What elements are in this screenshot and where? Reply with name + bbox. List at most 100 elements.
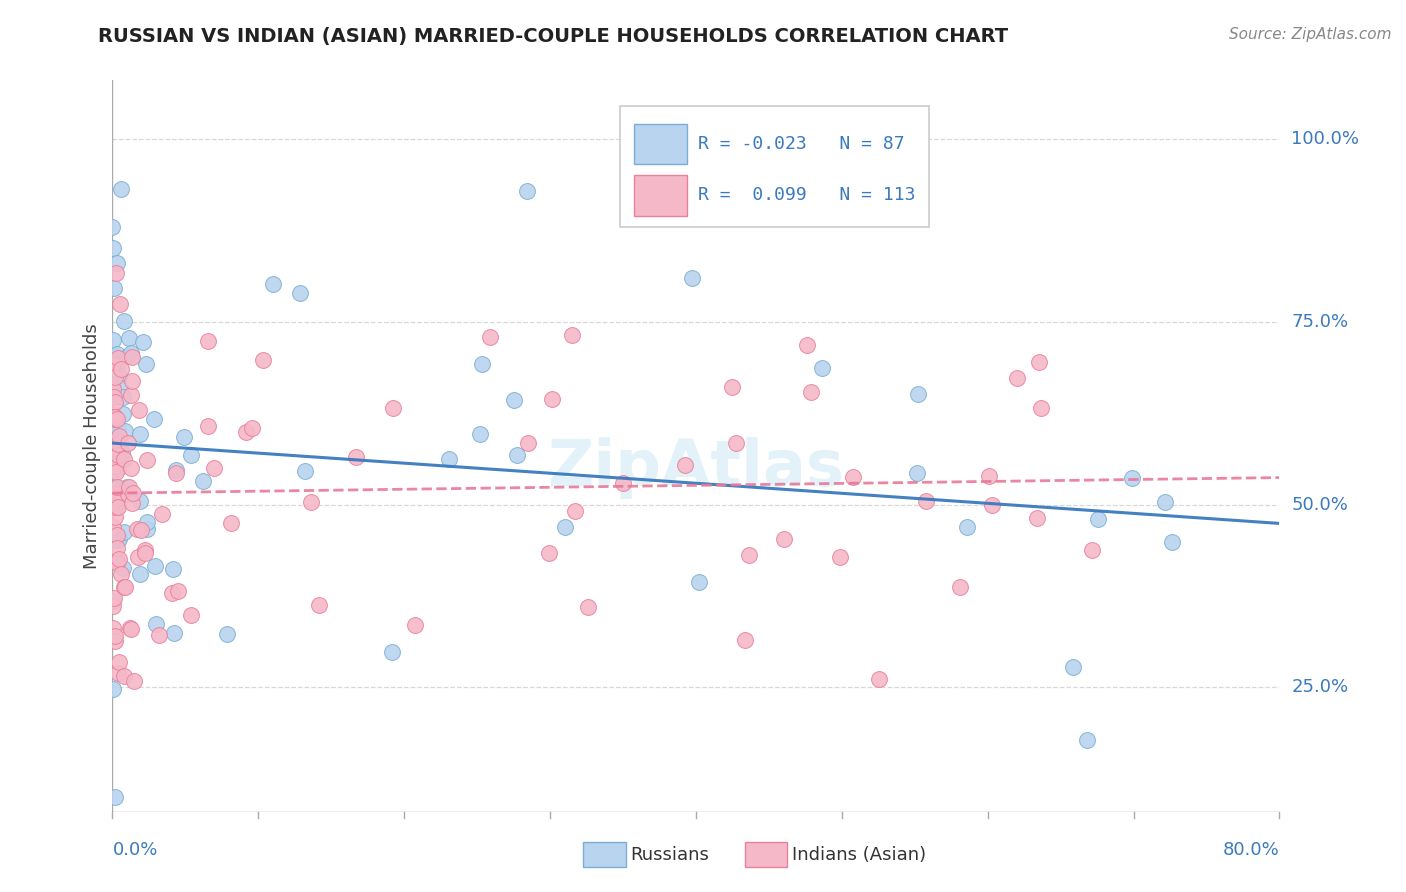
Point xyxy=(101,499,124,513)
Point xyxy=(104,500,127,514)
Point xyxy=(612,475,634,490)
Point xyxy=(131,524,153,538)
FancyBboxPatch shape xyxy=(620,106,929,227)
Point xyxy=(105,491,128,506)
Point xyxy=(101,410,124,425)
Point xyxy=(101,334,124,348)
Point xyxy=(105,255,128,269)
Point xyxy=(576,599,599,614)
Text: ZipAtlas: ZipAtlas xyxy=(547,437,845,499)
Point xyxy=(105,533,128,548)
Point xyxy=(118,331,141,345)
Point xyxy=(165,466,187,480)
Point xyxy=(105,347,128,361)
Point xyxy=(101,465,124,479)
Point xyxy=(502,393,524,408)
Point xyxy=(1076,733,1098,747)
Point xyxy=(101,446,124,460)
Point xyxy=(120,346,142,360)
Point xyxy=(114,424,136,438)
Point xyxy=(105,554,128,568)
Point xyxy=(101,621,124,635)
Point xyxy=(977,468,1000,483)
Point xyxy=(107,500,129,515)
Point xyxy=(506,448,529,462)
Point xyxy=(101,357,124,371)
Point xyxy=(104,370,127,384)
Point xyxy=(107,461,129,475)
Point xyxy=(107,351,129,366)
Point xyxy=(112,451,135,466)
Point xyxy=(240,420,263,434)
Point xyxy=(165,463,187,477)
Point xyxy=(112,407,135,421)
Text: RUSSIAN VS INDIAN (ASIAN) MARRIED-COUPLE HOUSEHOLDS CORRELATION CHART: RUSSIAN VS INDIAN (ASIAN) MARRIED-COUPLE… xyxy=(98,27,1008,45)
Point xyxy=(111,390,134,404)
Point xyxy=(564,504,586,518)
Point xyxy=(121,496,143,510)
Point xyxy=(111,482,134,496)
Point xyxy=(105,411,128,425)
Point xyxy=(103,458,125,472)
Point xyxy=(252,353,274,368)
Point xyxy=(104,482,127,496)
Point xyxy=(193,474,215,488)
Point xyxy=(1161,535,1184,549)
Text: 25.0%: 25.0% xyxy=(1291,679,1348,697)
Point xyxy=(107,666,129,681)
Text: 50.0%: 50.0% xyxy=(1291,496,1348,514)
Point xyxy=(101,219,124,234)
Point xyxy=(516,436,538,450)
Point xyxy=(868,673,890,687)
Point xyxy=(180,608,202,623)
Point xyxy=(108,532,131,546)
Point xyxy=(478,330,501,344)
Point xyxy=(105,266,128,280)
Point xyxy=(688,575,710,590)
Point xyxy=(104,409,127,424)
Point xyxy=(724,436,747,450)
Point xyxy=(738,548,761,562)
Point xyxy=(111,446,134,460)
Point xyxy=(112,560,135,574)
Point xyxy=(104,554,127,568)
Point xyxy=(1062,659,1084,673)
Point xyxy=(162,561,184,575)
Point xyxy=(800,385,823,400)
Point xyxy=(288,286,311,301)
Point xyxy=(128,402,150,417)
Point xyxy=(112,525,135,540)
Text: Source: ZipAtlas.com: Source: ZipAtlas.com xyxy=(1229,27,1392,42)
Point xyxy=(104,458,127,473)
Point xyxy=(104,509,127,524)
Point xyxy=(101,357,124,371)
Point xyxy=(437,452,460,467)
Text: R =  0.099   N = 113: R = 0.099 N = 113 xyxy=(699,186,915,204)
Point xyxy=(308,598,330,612)
Text: 75.0%: 75.0% xyxy=(1291,313,1348,331)
Point xyxy=(114,580,136,594)
Point xyxy=(110,182,132,196)
Point xyxy=(103,281,125,295)
Point xyxy=(1121,471,1143,485)
Point xyxy=(143,558,166,573)
Point xyxy=(108,381,131,395)
Point xyxy=(103,790,125,805)
Point xyxy=(1087,512,1109,526)
Point xyxy=(541,392,564,406)
Point xyxy=(105,500,128,514)
Point xyxy=(173,430,195,444)
Point xyxy=(117,349,139,363)
Point xyxy=(1026,511,1049,525)
Point xyxy=(907,386,929,401)
Point xyxy=(120,622,142,636)
Point xyxy=(103,591,125,606)
Point xyxy=(811,361,834,376)
Point xyxy=(134,542,156,557)
Point xyxy=(105,480,128,494)
Point xyxy=(471,357,494,371)
Point xyxy=(120,388,142,402)
Point xyxy=(101,410,124,425)
Point xyxy=(104,486,127,500)
Point xyxy=(135,452,157,467)
